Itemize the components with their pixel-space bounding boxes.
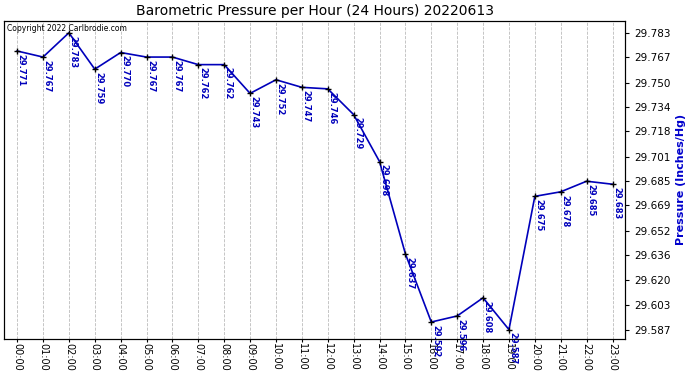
Text: 29.767: 29.767 [43, 60, 52, 92]
Text: 29.685: 29.685 [586, 184, 595, 216]
Text: 29.746: 29.746 [328, 92, 337, 124]
Text: 29.747: 29.747 [302, 90, 310, 122]
Text: 29.683: 29.683 [612, 187, 621, 219]
Text: 29.743: 29.743 [250, 96, 259, 128]
Text: 29.767: 29.767 [146, 60, 155, 92]
Text: 29.762: 29.762 [224, 68, 233, 100]
Text: 29.729: 29.729 [353, 117, 362, 150]
Text: 29.637: 29.637 [405, 256, 414, 289]
Text: 29.752: 29.752 [275, 82, 285, 115]
Text: 29.675: 29.675 [535, 199, 544, 231]
Text: 29.587: 29.587 [509, 332, 518, 364]
Text: 29.762: 29.762 [198, 68, 207, 100]
Text: 29.608: 29.608 [483, 301, 492, 333]
Text: 29.770: 29.770 [120, 55, 129, 87]
Text: Copyright 2022 Carlbrodie.com: Copyright 2022 Carlbrodie.com [8, 24, 127, 33]
Y-axis label: Pressure (Inches/Hg): Pressure (Inches/Hg) [676, 114, 686, 245]
Text: 29.771: 29.771 [17, 54, 26, 86]
Text: 29.759: 29.759 [95, 72, 103, 104]
Text: 29.767: 29.767 [172, 60, 181, 92]
Text: 29.596: 29.596 [457, 319, 466, 351]
Text: 29.592: 29.592 [431, 325, 440, 357]
Text: 29.698: 29.698 [380, 164, 388, 196]
Title: Barometric Pressure per Hour (24 Hours) 20220613: Barometric Pressure per Hour (24 Hours) … [136, 4, 494, 18]
Text: 29.783: 29.783 [68, 36, 77, 68]
Text: 29.678: 29.678 [560, 195, 569, 227]
